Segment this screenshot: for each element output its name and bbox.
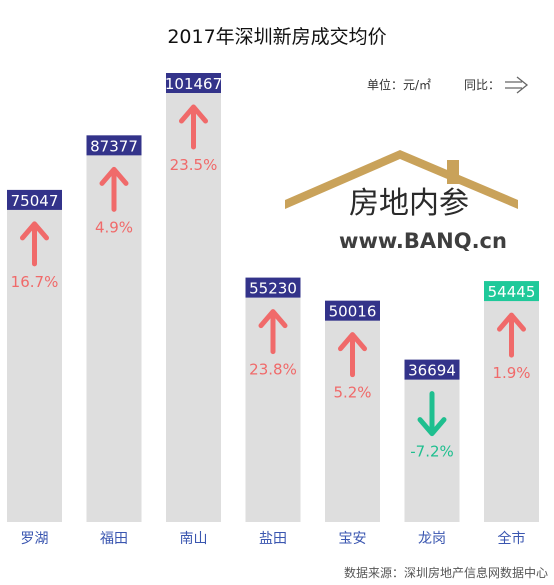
bar-6: [404, 359, 460, 522]
category-label-7: 全市: [498, 530, 526, 547]
watermark-url: www.BANQ.cn: [339, 229, 507, 253]
value-label-6: 36694: [408, 362, 456, 380]
up-arrow-icon-2: [99, 166, 129, 212]
value-box-1: [7, 189, 62, 210]
house-logo: 房地内参 www.BANQ.cn: [285, 150, 518, 253]
value-label-2: 87377: [90, 137, 138, 155]
source-note: 数据来源：深圳房地产信息网数据中心: [344, 565, 548, 580]
chart-title: 2017年深圳新房成交均价: [167, 26, 386, 48]
category-label-4: 盐田: [259, 531, 287, 547]
category-label-6: 龙岗: [418, 531, 446, 547]
up-arrow-icon-4: [258, 309, 288, 355]
down-arrow-icon-6: [417, 391, 447, 437]
yoy-label-4: 23.8%: [249, 361, 297, 379]
compare-arrow-icon: [505, 76, 529, 94]
value-label-3: 101467: [165, 75, 222, 93]
unit-label: 单位：元/㎡: [367, 77, 431, 92]
yoy-label-3: 23.5%: [170, 156, 218, 174]
up-arrow-icon-5: [338, 332, 367, 378]
value-box-7: [484, 281, 539, 302]
value-box-4: [245, 277, 301, 298]
up-arrow-icon-3: [179, 104, 208, 150]
yoy-label-6: -7.2%: [410, 443, 454, 461]
yoy-label: 同比：: [464, 78, 500, 92]
value-label-1: 75047: [11, 192, 59, 210]
value-label-5: 50016: [329, 303, 377, 321]
yoy-label-1: 16.7%: [11, 273, 59, 291]
watermark-cn: 房地内参: [349, 186, 469, 221]
value-box-5: [325, 300, 380, 321]
yoy-label-7: 1.9%: [492, 364, 530, 382]
yoy-label-2: 4.9%: [95, 218, 133, 236]
value-box-2: [86, 135, 142, 156]
category-label-3: 南山: [180, 531, 208, 547]
value-label-4: 55230: [249, 280, 297, 298]
category-label-2: 福田: [100, 531, 128, 547]
category-label-1: 罗湖: [21, 531, 49, 547]
up-arrow-icon-1: [20, 221, 49, 267]
yoy-label-5: 5.2%: [333, 384, 371, 402]
value-label-7: 54445: [488, 283, 536, 301]
value-box-3: [166, 73, 221, 93]
value-box-6: [404, 359, 460, 380]
up-arrow-icon-7: [497, 312, 526, 358]
category-label-5: 宝安: [339, 531, 367, 547]
